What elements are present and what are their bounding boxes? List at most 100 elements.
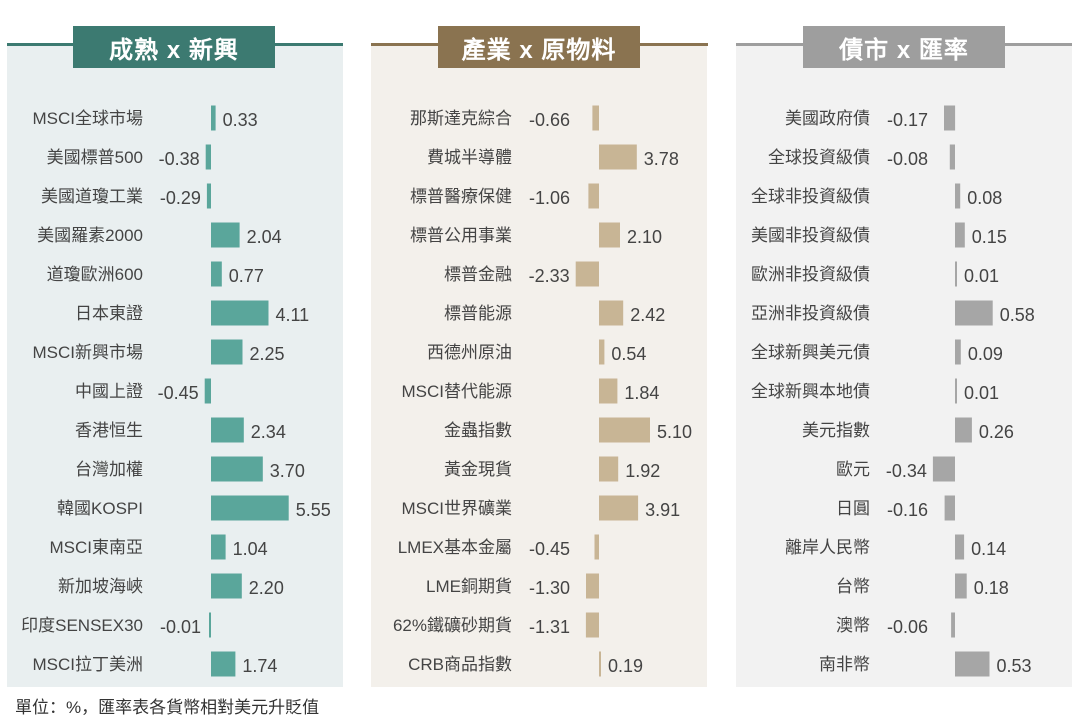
value-label: 1.74 (242, 656, 277, 676)
category-label: LMEX基本金屬 (398, 538, 512, 557)
category-label: 全球投資級債 (768, 148, 870, 167)
value-label: -0.06 (887, 617, 928, 637)
bar (955, 222, 965, 248)
category-label: 日本東證 (75, 304, 143, 323)
category-label: CRB商品指數 (408, 655, 512, 674)
category-label: 韓國KOSPI (57, 499, 143, 518)
category-label: LME銅期貨 (426, 577, 512, 596)
value-label: 2.10 (627, 227, 662, 247)
category-label: 中國上證 (75, 382, 143, 401)
bar (599, 378, 618, 404)
bar (599, 495, 639, 521)
bar (599, 456, 619, 482)
value-label: -1.06 (529, 188, 570, 208)
value-label: -0.08 (887, 149, 928, 169)
value-label: 0.54 (611, 344, 646, 364)
category-label: 美國道瓊工業 (41, 187, 143, 206)
category-label: 黃金現貨 (444, 460, 512, 479)
bar (599, 339, 605, 365)
category-label: 美國政府債 (785, 109, 870, 128)
bar (206, 183, 211, 209)
panel-title-industry-commodity: 產業 x 原物料 (438, 26, 640, 68)
bar (211, 417, 244, 443)
bar (205, 144, 211, 170)
category-label: 全球新興美元債 (751, 343, 870, 362)
category-label: 歐洲非投資級債 (751, 265, 870, 284)
bar (211, 339, 243, 365)
value-label: 2.20 (249, 578, 284, 598)
value-label: 0.09 (968, 344, 1003, 364)
value-label: 2.34 (251, 422, 286, 442)
panel-title-bond-fx: 債市 x 匯率 (803, 26, 1005, 68)
category-label: 台灣加權 (75, 460, 143, 479)
value-label: 0.53 (997, 656, 1032, 676)
bar (211, 495, 289, 521)
category-label: 美國非投資級債 (751, 226, 870, 245)
value-label: 0.26 (979, 422, 1014, 442)
bar (944, 495, 955, 521)
category-label: MSCI全球市場 (33, 109, 144, 128)
value-label: 3.70 (270, 461, 305, 481)
bar (575, 261, 599, 287)
category-label: 金蟲指數 (444, 421, 512, 440)
bar (955, 300, 993, 326)
value-label: -0.17 (887, 110, 928, 130)
value-label: 3.78 (644, 149, 679, 169)
bar (211, 456, 263, 482)
bar (951, 612, 955, 638)
value-label: -1.30 (529, 578, 570, 598)
category-label: 新加坡海峽 (58, 577, 143, 596)
value-label: -0.01 (160, 617, 201, 637)
value-label: 0.01 (964, 266, 999, 286)
category-label: MSCI東南亞 (50, 538, 144, 557)
category-label: 美元指數 (802, 421, 870, 440)
bar (955, 339, 961, 365)
category-label: 歐元 (836, 460, 870, 479)
value-label: -0.29 (160, 188, 201, 208)
bar (955, 183, 961, 209)
value-label: 5.55 (296, 500, 331, 520)
bar (599, 417, 650, 443)
category-label: 澳幣 (836, 616, 870, 635)
value-label: -0.34 (886, 461, 927, 481)
bar (955, 573, 967, 599)
bar (955, 261, 957, 287)
category-label: 全球非投資級債 (751, 187, 870, 206)
panel-title-developed-emerging: 成熟 x 新興 (73, 26, 275, 68)
bar (204, 378, 211, 404)
bar (211, 261, 222, 287)
bar (955, 378, 957, 404)
value-label: -0.45 (158, 383, 199, 403)
value-label: 0.58 (1000, 305, 1035, 325)
category-label: 美國羅素2000 (37, 226, 143, 245)
category-label: 費城半導體 (427, 148, 512, 167)
bar (944, 105, 956, 131)
bar (949, 144, 955, 170)
bar (599, 222, 620, 248)
category-label: MSCI拉丁美洲 (33, 655, 144, 674)
category-label: 印度SENSEX30 (21, 616, 143, 635)
category-label: 亞洲非投資級債 (751, 304, 870, 323)
category-label: 南非幣 (819, 655, 870, 674)
value-label: -0.45 (529, 539, 570, 559)
category-label: 美國標普500 (47, 148, 143, 167)
bar (211, 105, 216, 131)
bar (599, 144, 637, 170)
category-label: 那斯達克綜合 (410, 109, 512, 128)
bar (932, 456, 955, 482)
footnote: 單位：%，匯率表各貨幣相對美元升貶值 (15, 698, 320, 717)
category-label: 西德州原油 (427, 343, 512, 362)
value-label: 0.14 (971, 539, 1006, 559)
value-label: 1.92 (625, 461, 660, 481)
value-label: -0.16 (887, 500, 928, 520)
panel-developed-emerging (7, 44, 343, 687)
bar (209, 612, 211, 638)
bar (592, 105, 599, 131)
value-label: 3.91 (645, 500, 680, 520)
value-label: 0.19 (608, 656, 643, 676)
value-label: 4.11 (276, 305, 310, 325)
value-label: 0.01 (964, 383, 999, 403)
value-label: -1.31 (529, 617, 570, 637)
value-label: 2.42 (630, 305, 665, 325)
